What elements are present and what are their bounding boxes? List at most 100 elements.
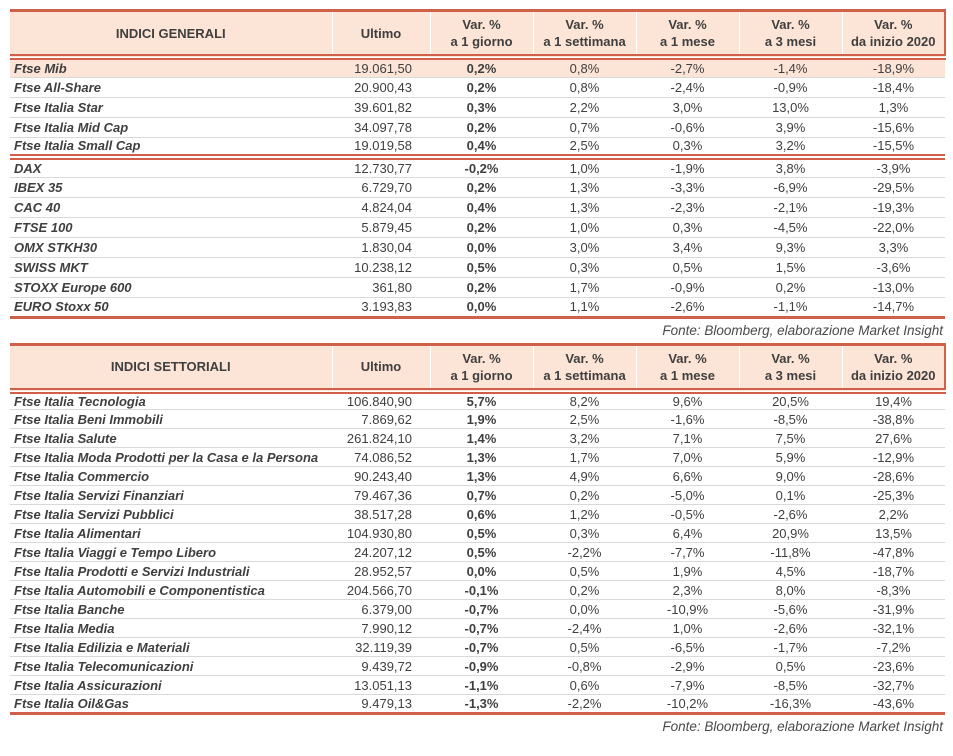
var-cell: 3,2% [739,137,842,158]
var-cell: 0,5% [430,523,533,543]
index-name-cell: STOXX Europe 600 [10,277,332,298]
index-name-cell: Ftse Italia Commercio [10,466,332,486]
table-row: Ftse Italia Telecomunicazioni 9.439,72 -0,… [10,656,945,676]
var-cell: -14,7% [842,297,945,319]
ultimo-cell: 12.730,77 [332,154,430,178]
table-row: Ftse Italia Assicurazioni 13.051,13 -1,1% 0… [10,675,945,695]
var-cell: 4,9% [533,466,636,486]
var-label: Var. % [874,17,913,32]
var-cell: 0,4% [430,137,533,158]
var-period: a 3 mesi [764,367,817,383]
var-cell: 1,1% [533,297,636,319]
var-cell: 9,6% [636,390,739,410]
var-cell: -0,5% [636,504,739,524]
var-cell: -2,4% [636,77,739,98]
var-cell: 9,3% [739,237,842,258]
var-cell: 13,5% [842,523,945,543]
var-label: Var. % [771,350,810,366]
ultimo-cell: 7.869,62 [332,409,430,429]
var-cell: 3,2% [533,428,636,448]
var-cell: 0,5% [430,542,533,562]
var-cell: 0,1% [739,485,842,505]
var-cell: -10,2% [636,694,739,715]
table-row: Ftse Italia Servizi Finanziari 79.467,36 0… [10,485,945,505]
var-cell: 3,3% [842,237,945,258]
var-cell: 1,7% [533,277,636,298]
var-period: a 1 giorno [450,34,513,49]
col-header-var-1mese: Var. % a 1 mese [635,9,739,60]
var-cell: 7,1% [636,428,739,448]
var-cell: 19,4% [842,390,945,410]
ultimo-cell: 74.086,52 [332,447,430,467]
var-cell: -8,5% [739,409,842,429]
var-cell: 1,2% [533,504,636,524]
var-cell: 0,0% [430,297,533,319]
var-cell: 6,4% [636,523,739,543]
ultimo-cell: 106.840,90 [332,390,430,410]
table-row: FTSE 100 5.879,45 0,2% 1,0% 0,3% -4,5% -22,0% [10,217,945,238]
var-cell: -0,9% [636,277,739,298]
table-row: Ftse Italia Beni Immobili 7.869,62 1,9% 2,5… [10,409,945,429]
var-cell: 1,9% [636,561,739,581]
ultimo-cell: 361,80 [332,277,430,298]
col-header-var-inizio2020: Var. % da inizio 2020 [841,9,946,60]
var-cell: -29,5% [842,177,945,198]
var-cell: 0,5% [739,656,842,676]
col-header-var-1giorno: Var. % a 1 giorno [429,342,533,394]
var-cell: -32,7% [842,675,945,695]
var-cell: -25,3% [842,485,945,505]
var-cell: -4,5% [739,217,842,238]
var-cell: 0,2% [430,217,533,238]
table-row: Ftse Italia Servizi Pubblici 38.517,28 0,6… [10,504,945,524]
var-cell: 4,5% [739,561,842,581]
index-name-cell: Ftse All-Share [10,77,332,98]
var-cell: -11,8% [739,542,842,562]
ultimo-cell: 9.439,72 [332,656,430,676]
var-cell: 1,4% [430,428,533,448]
index-name-cell: EURO Stoxx 50 [10,297,332,319]
index-name-cell: Ftse Italia Salute [10,428,332,448]
table-row: STOXX Europe 600 361,80 0,2% 1,7% -0,9% 0,2% -… [10,277,945,298]
var-cell: -2,2% [533,542,636,562]
var-cell: -3,3% [636,177,739,198]
var-cell: 0,3% [533,257,636,278]
index-name-cell: Ftse Italia Servizi Finanziari [10,485,332,505]
var-cell: 0,3% [636,217,739,238]
var-cell: -1,4% [739,57,842,78]
var-cell: -2,9% [636,656,739,676]
var-cell: 2,5% [533,137,636,158]
var-cell: 0,5% [533,561,636,581]
table-row: Ftse Italia Media 7.990,12 -0,7% -2,4% 1,0% -… [10,618,945,638]
var-cell: -38,8% [842,409,945,429]
var-cell: 0,2% [430,177,533,198]
var-cell: 27,6% [842,428,945,448]
var-cell: -0,2% [430,154,533,178]
var-cell: 0,5% [636,257,739,278]
var-cell: 1,3% [430,447,533,467]
table-row: Ftse All-Share 20.900,43 0,2% 0,8% -2,4% -0,9… [10,77,945,98]
var-cell: 7,0% [636,447,739,467]
table-row: IBEX 35 6.729,70 0,2% 1,3% -3,3% -6,9% -29,5% [10,177,945,198]
var-cell: 2,2% [533,97,636,118]
var-cell: 3,0% [636,97,739,118]
var-label: Var. % [462,17,501,32]
var-cell: 1,3% [533,177,636,198]
col-header-var-1settimana: Var. % a 1 settimana [532,342,636,394]
var-cell: -0,9% [739,77,842,98]
var-period: a 1 mese [660,367,715,383]
var-cell: -10,9% [636,599,739,619]
indici-generali-table: INDICI GENERALI Ultimo Var. % a 1 giorno… [10,9,946,319]
var-cell: -2,1% [739,197,842,218]
table-row: Ftse Italia Small Cap 19.019,58 0,4% 2,5% 0,… [10,137,945,158]
var-cell: -19,3% [842,197,945,218]
var-label: Var. % [462,350,501,366]
var-cell: 2,2% [842,504,945,524]
var-cell: 7,5% [739,428,842,448]
var-cell: -6,5% [636,637,739,657]
col-header-var-1mese: Var. % a 1 mese [635,342,739,394]
var-cell: -6,9% [739,177,842,198]
sector-indices-group: Ftse Italia Tecnologia 106.840,90 5,7% 8,2%… [10,390,945,715]
italian-indices-group: Ftse Mib 19.061,50 0,2% 0,8% -2,7% -1,4% -18,9… [10,57,945,158]
table-title: INDICI GENERALI [10,9,332,60]
table-row: Ftse Italia Oil&Gas 9.479,13 -1,3% -2,2% -10… [10,694,945,715]
